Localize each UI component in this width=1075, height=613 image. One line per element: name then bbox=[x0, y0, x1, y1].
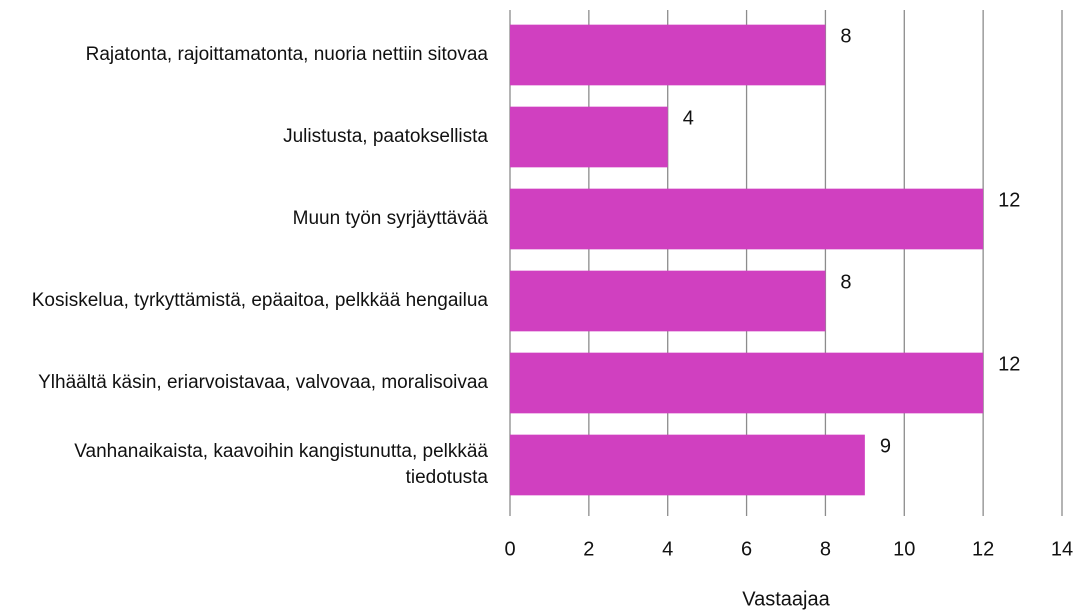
x-tick-label: 2 bbox=[583, 538, 594, 560]
value-label: 9 bbox=[880, 435, 891, 457]
x-tick-label: 14 bbox=[1051, 538, 1073, 560]
value-label: 12 bbox=[998, 353, 1020, 375]
y-tick-label: Ylhäältä käsin, eriarvoistavaa, valvovaa… bbox=[38, 372, 488, 393]
y-tick-label-box: Rajatonta, rajoittamatonta, nuoria netti… bbox=[0, 14, 488, 96]
x-tick-label: 8 bbox=[820, 538, 831, 560]
x-tick-label: 4 bbox=[662, 538, 673, 560]
x-axis-title: Vastaajaa bbox=[742, 588, 830, 610]
y-tick-label-box: Julistusta, paatoksellista bbox=[0, 96, 488, 178]
bar bbox=[510, 24, 826, 86]
value-label: 12 bbox=[998, 189, 1020, 211]
y-tick-label-box: Vanhanaikaista, kaavoihin kangistunutta,… bbox=[0, 424, 488, 506]
x-tick-label: 6 bbox=[741, 538, 752, 560]
y-tick-label-box: Kosiskelua, tyrkyttämistä, epäaitoa, pel… bbox=[0, 260, 488, 342]
y-tick-label: Rajatonta, rajoittamatonta, nuoria netti… bbox=[85, 44, 488, 65]
value-label: 8 bbox=[840, 271, 851, 293]
x-tick-label: 0 bbox=[504, 538, 515, 560]
x-tick-label: 12 bbox=[972, 538, 994, 560]
y-tick-label-box: Muun työn syrjäyttävää bbox=[0, 178, 488, 260]
x-tick-label: 10 bbox=[893, 538, 915, 560]
y-tick-label: Vanhanaikaista, kaavoihin kangistunutta,… bbox=[74, 441, 488, 488]
value-label: 4 bbox=[683, 107, 694, 129]
value-label: 8 bbox=[840, 25, 851, 47]
bar bbox=[510, 434, 865, 496]
bar bbox=[510, 106, 668, 168]
y-tick-label: Kosiskelua, tyrkyttämistä, epäaitoa, pel… bbox=[31, 290, 488, 311]
y-tick-label: Julistusta, paatoksellista bbox=[283, 126, 488, 147]
y-tick-label: Muun työn syrjäyttävää bbox=[292, 208, 488, 229]
bar bbox=[510, 188, 984, 250]
y-tick-label-box: Ylhäältä käsin, eriarvoistavaa, valvovaa… bbox=[0, 342, 488, 424]
bar bbox=[510, 352, 984, 414]
bar bbox=[510, 270, 826, 332]
